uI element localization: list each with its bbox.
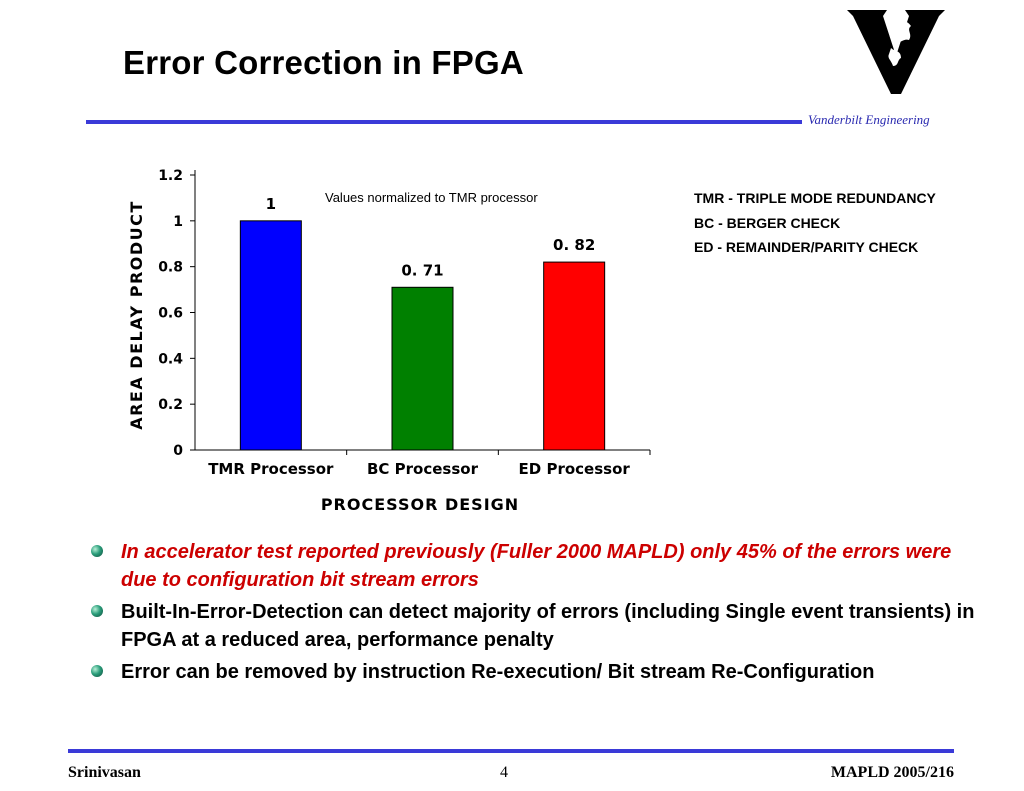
slide-title: Error Correction in FPGA — [123, 44, 524, 81]
vanderbilt-logo — [847, 10, 945, 94]
bullet-item: Built-In-Error-Detection can detect majo… — [91, 598, 991, 654]
legend-abbr: ED - — [694, 239, 722, 255]
bar — [391, 286, 454, 451]
y-tick-label: 0 — [173, 443, 183, 459]
y-axis-title: AREA DELAY PRODUCT — [127, 200, 146, 430]
top-divider — [86, 120, 802, 124]
y-tick-label: 0.8 — [158, 260, 183, 276]
area-delay-bar-chart: 0 0.2 0.4 0.6 0.8 1 1.2 1 TMR Processor 0. 71 BC P… — [127, 168, 651, 514]
chart-annotation: Values normalized to TMR processor — [325, 190, 538, 205]
y-tick-label: 1.2 — [158, 168, 183, 184]
bullet-list: In accelerator test reported previously … — [91, 538, 991, 690]
bar-value-label: 0. 82 — [553, 236, 595, 254]
legend-text: BERGER CHECK — [726, 214, 841, 231]
y-tick-label: 0.4 — [158, 351, 183, 367]
bullet-icon — [91, 665, 103, 677]
bullet-icon — [91, 605, 103, 617]
bar — [543, 261, 606, 451]
bullet-text: Built-In-Error-Detection can detect majo… — [121, 601, 975, 651]
legend-text: REMAINDER/PARITY CHECK — [725, 239, 919, 255]
logo-oak-leaf-lower — [888, 48, 901, 66]
bullet-text: Error can be removed by instruction Re-e… — [121, 661, 875, 683]
bullet-icon — [91, 545, 103, 557]
legend-row-ed: ED - REMAINDER/PARITY CHECK — [694, 235, 936, 260]
bullet-item: Error can be removed by instruction Re-e… — [91, 658, 991, 686]
y-tick-label: 0.2 — [158, 397, 183, 413]
x-tick-label: ED Processor — [519, 460, 631, 478]
org-name: Vanderbilt Engineering — [808, 112, 930, 127]
bar — [239, 220, 302, 451]
logo-oak-leaf — [893, 18, 911, 43]
x-tick-label: TMR Processor — [208, 460, 334, 478]
bar-value-label: 1 — [266, 195, 276, 213]
abbreviation-legend: TMR - TRIPLE MODE REDUNDANCY BC - BERGER… — [694, 186, 936, 260]
x-tick-label: BC Processor — [367, 460, 479, 478]
bar-value-label: 0. 71 — [401, 261, 443, 279]
x-axis-title: PROCESSOR DESIGN — [321, 495, 519, 514]
bullet-item: In accelerator test reported previously … — [91, 538, 991, 594]
bullet-text: In accelerator test reported previously … — [121, 541, 952, 591]
legend-text: TRIPLE MODE REDUNDANCY — [736, 190, 936, 206]
footer-page-number: 4 — [500, 764, 508, 781]
y-tick-label: 1 — [173, 214, 183, 230]
legend-abbr: TMR - — [694, 190, 733, 206]
logo-v-shape — [847, 10, 945, 94]
y-tick-label: 0.6 — [158, 306, 183, 322]
legend-abbr: BC - — [694, 214, 723, 231]
footer-event: MAPLD 2005/216 — [830, 764, 954, 781]
bottom-divider — [68, 749, 954, 753]
legend-row-tmr: TMR - TRIPLE MODE REDUNDANCY — [694, 186, 936, 211]
legend-row-bc: BC - BERGER CHECK — [694, 211, 936, 236]
footer-author: Srinivasan — [68, 764, 141, 781]
